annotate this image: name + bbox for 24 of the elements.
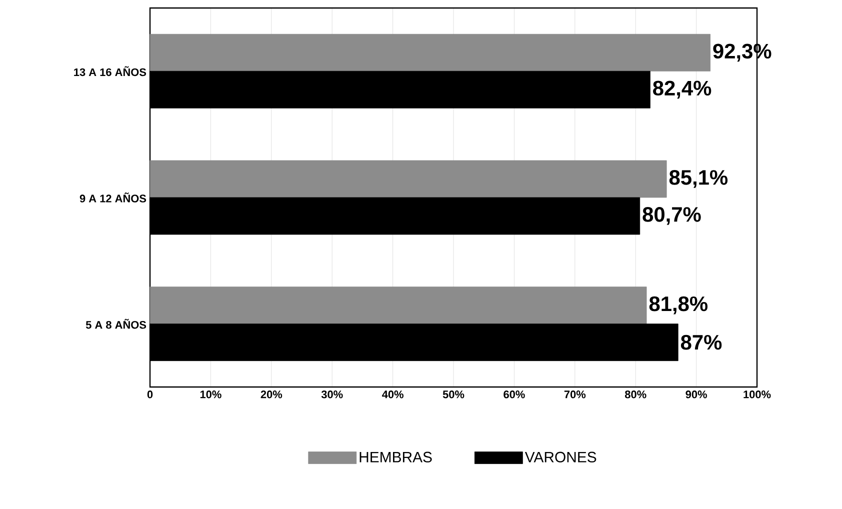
- x-tick-label: 40%: [382, 390, 404, 398]
- x-tick-label: 80%: [624, 390, 646, 398]
- x-tick-label: 100%: [744, 390, 771, 398]
- bar: [150, 286, 647, 324]
- data-label: 81,8%: [649, 296, 708, 314]
- legend-label: VARONES: [524, 452, 596, 462]
- y-tick-label: 13 A 16 AÑOS: [74, 66, 146, 76]
- x-tick-label: 90%: [686, 390, 707, 398]
- bar: [150, 160, 667, 198]
- data-label: 82,4%: [653, 80, 712, 99]
- data-label: 80,7%: [642, 207, 701, 225]
- data-label: 85,1%: [669, 170, 728, 188]
- bar: [150, 34, 710, 72]
- x-tick-label: 20%: [260, 390, 282, 398]
- y-tick-label: 5 A 8 AÑOS: [86, 318, 146, 329]
- y-tick-label: 9 A 12 AÑOS: [80, 192, 146, 202]
- x-tick-label: 30%: [321, 390, 343, 398]
- x-tick-label: 0: [147, 390, 153, 398]
- x-tick-label: 60%: [504, 390, 525, 398]
- x-tick-label: 70%: [564, 390, 586, 398]
- legend-label: HEMBRAS: [360, 452, 432, 462]
- x-tick-label: 50%: [442, 390, 464, 398]
- data-label: 87%: [680, 334, 722, 350]
- x-tick-label: 10%: [200, 390, 222, 398]
